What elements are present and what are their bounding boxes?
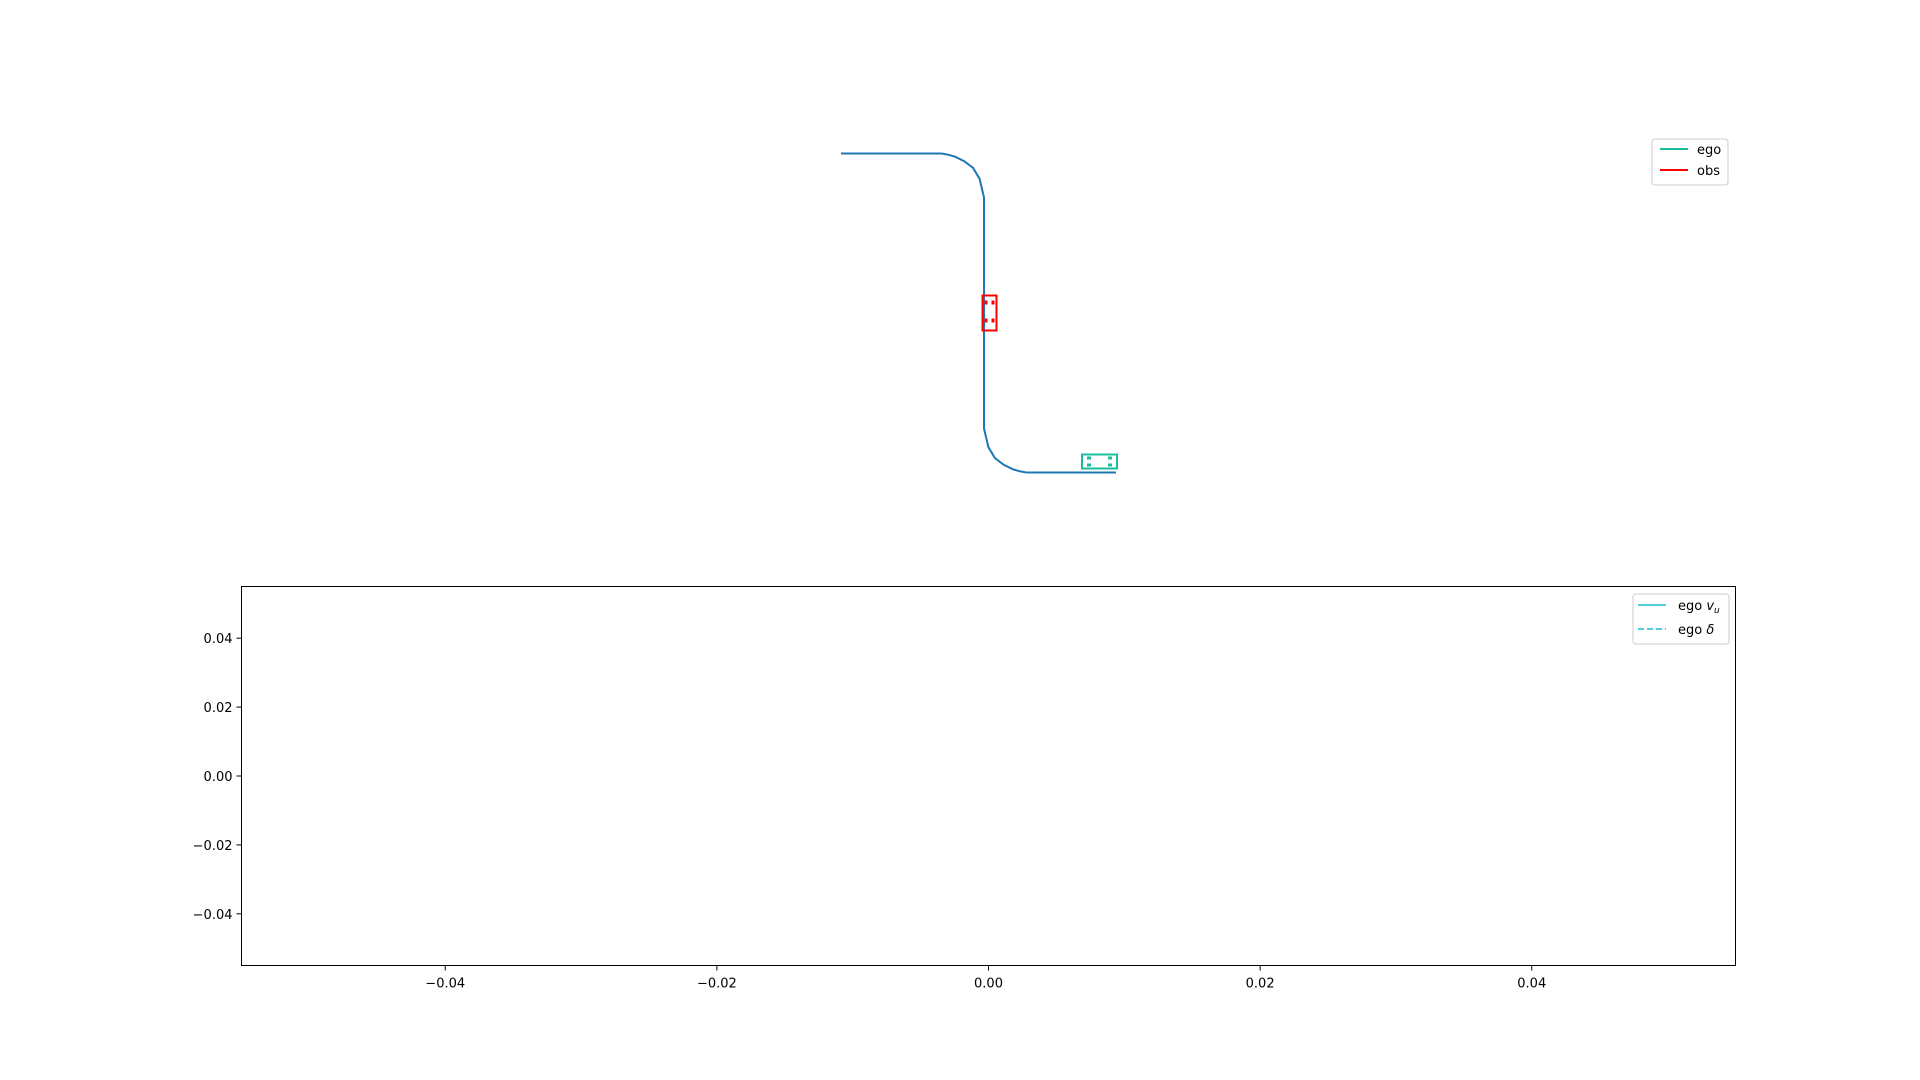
legend-ego-delta-prefix: ego	[1678, 623, 1706, 638]
controls-axes-frame	[241, 586, 1736, 966]
vehicle-ego-wheel	[1087, 463, 1091, 467]
legend-ego-vu-prefix: ego	[1678, 599, 1706, 614]
trajectory-vehicles	[981, 294, 1118, 470]
y-tick-label: −0.02	[193, 839, 233, 854]
controls-legend-frame	[1632, 593, 1730, 645]
x-tick-label: −0.04	[425, 977, 465, 992]
legend-obs-label: obs	[1697, 164, 1720, 179]
y-tick-label: 0.04	[204, 632, 233, 647]
vehicle-ego-wheel	[1087, 456, 1091, 460]
vehicle-obs-wheel	[991, 300, 995, 305]
controls-y-ticks: 0.04 0.02 0.00 −0.02 −0.04	[193, 632, 242, 923]
controls-x-ticks: −0.04 −0.02 0.00 0.02 0.04	[425, 965, 1546, 992]
trajectory-legend: ego obs	[1651, 138, 1729, 186]
legend-ego-vu-symbol: v	[1706, 599, 1714, 614]
trajectory-panel: ego obs	[841, 138, 1729, 474]
x-tick-label: 0.02	[1246, 977, 1275, 992]
vehicle-ego-body	[1081, 453, 1118, 470]
legend-ego-delta-symbol: δ	[1706, 623, 1714, 638]
vehicle-ego	[1081, 453, 1118, 470]
vehicle-ego-wheel	[1108, 456, 1112, 460]
vehicle-obs-wheel	[991, 318, 995, 323]
legend-ego-vu-label: ego vu	[1678, 599, 1720, 616]
vehicle-obs	[981, 294, 998, 332]
x-tick-label: −0.02	[697, 977, 737, 992]
x-tick-label: 0.04	[1517, 977, 1546, 992]
legend-ego-vu-subscript: u	[1714, 606, 1720, 616]
y-tick-label: −0.04	[193, 908, 233, 923]
y-tick-label: 0.02	[204, 701, 233, 716]
vehicle-obs-wheel	[984, 300, 988, 305]
legend-ego-label: ego	[1697, 143, 1721, 158]
reference-path-line	[841, 152, 1116, 474]
vehicle-obs-wheel	[984, 318, 988, 323]
x-tick-label: 0.00	[974, 977, 1003, 992]
controls-legend: ego vu ego δ	[1632, 593, 1730, 645]
controls-panel: −0.04 −0.02 0.00 0.02 0.04 0.04 0.02 0.00 −0.02…	[193, 586, 1736, 992]
legend-ego-delta-label: ego δ	[1678, 623, 1714, 638]
trajectory-legend-frame	[1651, 138, 1729, 186]
y-tick-label: 0.00	[204, 770, 233, 785]
vehicle-obs-body	[981, 294, 998, 332]
vehicle-ego-wheel	[1108, 463, 1112, 467]
